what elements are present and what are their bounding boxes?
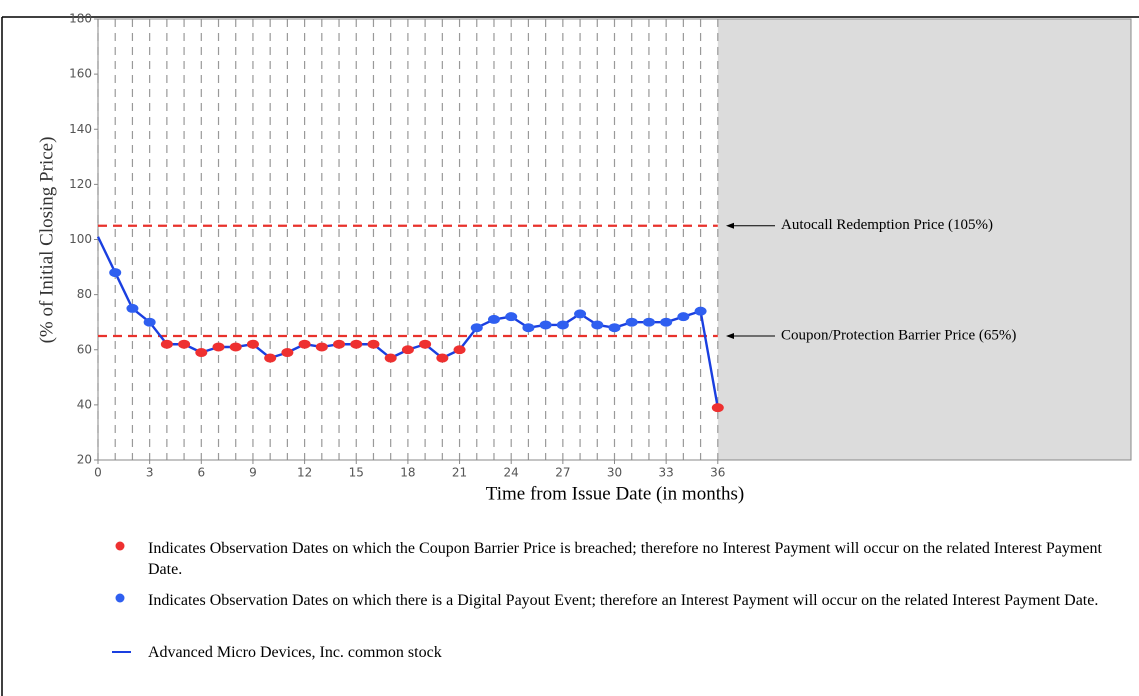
observation-marker (694, 306, 707, 316)
observation-marker (350, 339, 363, 349)
observation-marker (539, 320, 552, 330)
observation-marker (522, 323, 535, 333)
x-tick-label: 3 (146, 466, 154, 480)
observation-marker (505, 312, 518, 322)
x-tick-label: 18 (400, 466, 415, 480)
observation-marker (556, 320, 569, 330)
x-tick-label: 30 (607, 466, 622, 480)
legend-label: Advanced Micro Devices, Inc. common stoc… (148, 644, 442, 661)
observation-marker (333, 339, 346, 349)
x-tick-label: 24 (504, 466, 519, 480)
y-tick-label: 40 (77, 397, 92, 411)
y-tick-label: 100 (69, 232, 92, 246)
observation-marker (229, 342, 242, 352)
arrow-head (726, 332, 734, 339)
observation-marker (608, 323, 621, 333)
observation-marker (470, 323, 483, 333)
x-tick-label: 9 (249, 466, 257, 480)
x-tick-label: 15 (349, 466, 364, 480)
observation-marker (574, 309, 587, 319)
observation-marker (143, 317, 156, 327)
observation-marker (160, 339, 173, 349)
observation-marker (436, 353, 449, 363)
observation-marker (625, 317, 638, 327)
y-tick-label: 160 (69, 67, 92, 81)
observation-marker (677, 312, 690, 322)
observation-marker (367, 339, 380, 349)
observation-marker (281, 348, 294, 358)
x-tick-label: 0 (94, 466, 102, 480)
y-tick-label: 80 (77, 287, 92, 301)
observation-marker (246, 339, 259, 349)
y-tick-label: 180 (69, 12, 92, 26)
legend-dot (115, 593, 125, 603)
x-tick-label: 6 (197, 466, 205, 480)
observation-marker (711, 403, 724, 413)
observation-marker (298, 339, 311, 349)
observation-marker (642, 317, 655, 327)
y-tick-label: 60 (77, 342, 92, 356)
note: Indicates Observation Dates on which the… (148, 540, 1102, 578)
x-tick-label: 33 (659, 466, 674, 480)
observation-marker (109, 268, 122, 278)
x-axis-label: Time from Issue Date (in months) (486, 483, 744, 504)
observation-marker (264, 353, 277, 363)
arrow-head (726, 222, 734, 229)
y-tick-label: 140 (69, 122, 92, 136)
y-tick-label: 120 (69, 177, 92, 191)
reference-label: Coupon/Protection Barrier Price (65%) (781, 327, 1016, 343)
shaded-region (717, 19, 1131, 460)
observation-marker (384, 353, 397, 363)
observation-marker (401, 345, 414, 355)
observation-marker (126, 303, 139, 313)
observation-marker (178, 339, 191, 349)
observation-marker (419, 339, 432, 349)
observation-marker (591, 320, 604, 330)
x-tick-label: 36 (710, 466, 725, 480)
reference-label: Autocall Redemption Price (105%) (781, 217, 993, 233)
x-tick-label: 21 (452, 466, 467, 480)
note: Indicates Observation Dates on which the… (148, 592, 1099, 609)
observation-marker (195, 348, 208, 358)
observation-marker (453, 345, 466, 355)
x-tick-label: 27 (555, 466, 570, 480)
x-tick-label: 12 (297, 466, 312, 480)
observation-marker (315, 342, 328, 352)
observation-marker (212, 342, 225, 352)
legend-dot (115, 541, 125, 551)
observation-marker (660, 317, 673, 327)
y-axis-label: (% of Initial Closing Price) (36, 137, 57, 344)
y-tick-label: 20 (77, 453, 92, 467)
observation-marker (487, 314, 500, 324)
